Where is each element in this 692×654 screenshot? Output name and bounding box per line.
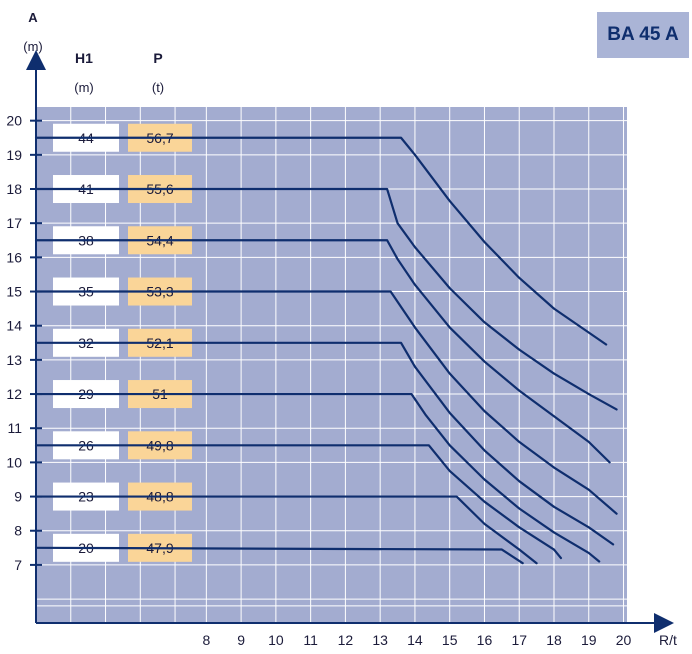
y-tick-label: 9 xyxy=(14,489,22,505)
x-tick-label: 9 xyxy=(237,632,245,648)
model-badge-label: BA 45 A xyxy=(607,24,679,45)
series-line-23 xyxy=(34,495,538,565)
y-tick-label: 8 xyxy=(14,523,22,539)
y-tick-label: 19 xyxy=(6,147,22,163)
x-tick-label: 16 xyxy=(477,632,493,648)
x-tick-label: 11 xyxy=(303,632,318,648)
y-axis-label: A xyxy=(28,10,38,25)
y-tick-label: 15 xyxy=(6,284,22,300)
series-line-20 xyxy=(34,546,524,565)
x-tick-label: 12 xyxy=(338,632,354,648)
x-tick-label: 10 xyxy=(268,632,284,648)
y-tick-label: 7 xyxy=(14,557,22,573)
series-line-26 xyxy=(34,444,563,560)
x-tick-label: 18 xyxy=(546,632,562,648)
model-badge: BA 45 A xyxy=(597,12,689,58)
series-line-35 xyxy=(34,290,618,515)
axis-labels: 7 8 9 10 11 12 13 14 15 16 17 18 19 20 8 9 10 11 12 13 14 15 1… xyxy=(6,10,677,648)
x-tick-label: 20 xyxy=(616,632,632,648)
series-lines xyxy=(34,136,618,565)
grid xyxy=(35,107,627,623)
series-line-29 xyxy=(34,392,601,563)
series-line-32 xyxy=(34,341,615,546)
y-tick-label: 17 xyxy=(6,215,22,231)
x-axis-label: R/t xyxy=(659,632,677,648)
y-tick-label: 12 xyxy=(6,386,22,402)
x-tick-label: 19 xyxy=(581,632,597,648)
y-tick-label: 20 xyxy=(6,113,22,129)
h1-column-header: H1 xyxy=(75,50,93,66)
y-tick-label: 16 xyxy=(6,249,22,265)
p-column-header: P xyxy=(153,50,162,66)
series-line-44 xyxy=(34,136,608,346)
x-tick-label: 17 xyxy=(511,632,527,648)
y-tick-label: 13 xyxy=(6,352,22,368)
h1-column-unit: (m) xyxy=(74,80,94,95)
y-tick-label: 10 xyxy=(6,454,22,470)
plot-area xyxy=(36,107,627,623)
y-tick-label: 14 xyxy=(6,318,22,334)
series-line-41 xyxy=(34,187,618,411)
x-tick-label: 8 xyxy=(202,632,210,648)
x-tick-label: 15 xyxy=(442,632,458,648)
y-tick-label: 11 xyxy=(7,420,22,436)
y-tick-label: 18 xyxy=(6,181,22,197)
y-axis-unit: (m) xyxy=(23,39,43,54)
p-column-unit: (t) xyxy=(152,80,164,95)
x-tick-label: 14 xyxy=(407,632,423,648)
series-line-38 xyxy=(34,239,611,464)
axes xyxy=(26,50,674,633)
x-tick-label: 13 xyxy=(372,632,388,648)
